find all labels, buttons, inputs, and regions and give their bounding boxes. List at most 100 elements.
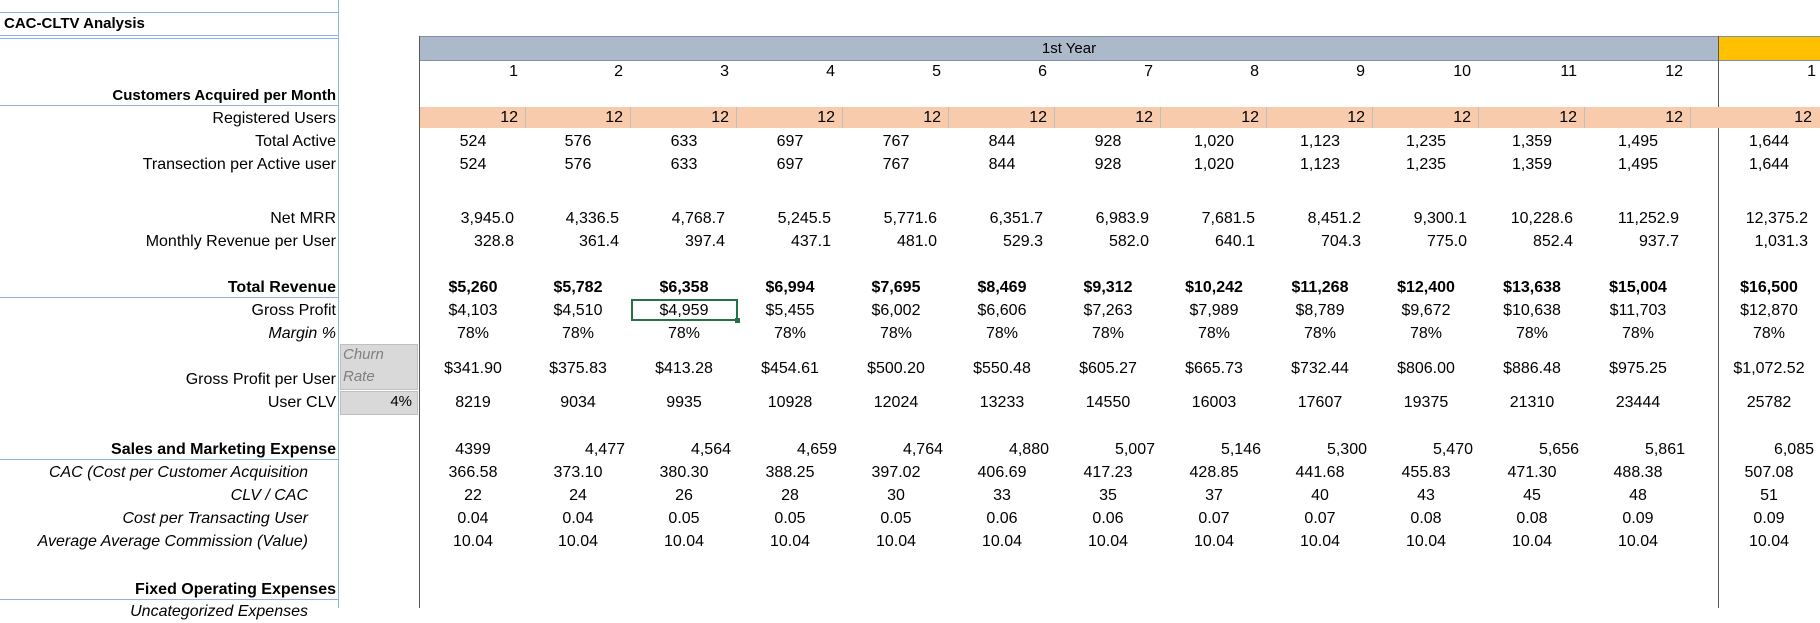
registered-users-cell[interactable]: 12 [817, 109, 835, 126]
margin-cell[interactable]: 78% [1621, 325, 1655, 342]
margin-cell[interactable]: 78% [1091, 325, 1125, 342]
net-mrr-cell[interactable]: 6,983.9 [1095, 210, 1149, 227]
monthly-revenue-per-user-cell[interactable]: 1,031.3 [1754, 233, 1808, 250]
clv-cac-cell[interactable]: 51 [1760, 487, 1778, 504]
margin-cell[interactable]: 78% [1303, 325, 1337, 342]
transactions-per-user-cell[interactable]: 1,235 [1405, 156, 1447, 173]
cost-per-transacting-user-cell[interactable]: 0.09 [1622, 510, 1654, 527]
clv-cac-cell[interactable]: 40 [1311, 487, 1329, 504]
total-active-cell[interactable]: 633 [670, 133, 698, 150]
sales-marketing-cell[interactable]: 5,470 [1432, 441, 1473, 458]
total-revenue-cell[interactable]: $12,400 [1397, 279, 1455, 296]
selected-cell[interactable] [631, 299, 738, 321]
margin-cell[interactable]: 78% [985, 325, 1019, 342]
sales-marketing-cell[interactable]: 5,656 [1538, 441, 1579, 458]
total-revenue-cell[interactable]: $11,268 [1291, 279, 1349, 296]
total-active-cell[interactable]: 844 [988, 133, 1016, 150]
net-mrr-cell[interactable]: 8,451.2 [1307, 210, 1361, 227]
sales-marketing-cell[interactable]: 4,880 [1008, 441, 1049, 458]
period-header[interactable]: 8 [1250, 63, 1259, 80]
margin-cell[interactable]: 78% [456, 325, 490, 342]
gross-profit-per-user-cell[interactable]: $732.44 [1291, 360, 1349, 377]
clv-cac-cell[interactable]: 48 [1629, 487, 1647, 504]
margin-cell[interactable]: 78% [1752, 325, 1786, 342]
transactions-per-user-cell[interactable]: 524 [459, 156, 487, 173]
registered-users-cell[interactable]: 12 [711, 109, 729, 126]
cac-cell[interactable]: 507.08 [1744, 464, 1794, 481]
total-revenue-cell[interactable]: $13,638 [1503, 279, 1561, 296]
total-revenue-cell[interactable]: $8,469 [977, 279, 1027, 296]
gross-profit-per-user-cell[interactable]: $665.73 [1185, 360, 1243, 377]
cost-per-transacting-user-cell[interactable]: 0.08 [1516, 510, 1548, 527]
gross-profit-cell[interactable]: $5,455 [765, 302, 815, 319]
total-revenue-cell[interactable]: $16,500 [1740, 279, 1798, 296]
total-active-cell[interactable]: 1,495 [1617, 133, 1659, 150]
clv-cac-cell[interactable]: 24 [569, 487, 587, 504]
gross-profit-cell[interactable]: $7,989 [1189, 302, 1239, 319]
total-active-cell[interactable]: 928 [1094, 133, 1122, 150]
avg-commission-cell[interactable]: 10.04 [557, 533, 599, 550]
sales-marketing-cell[interactable]: 4,564 [690, 441, 731, 458]
transactions-per-user-cell[interactable]: 1,644 [1748, 156, 1790, 173]
cac-cell[interactable]: 455.83 [1401, 464, 1451, 481]
user-clv-cell[interactable]: 10928 [767, 394, 813, 411]
cac-cell[interactable]: 397.02 [871, 464, 921, 481]
gross-profit-per-user-cell[interactable]: $975.25 [1609, 360, 1667, 377]
period-header[interactable]: 2 [614, 63, 623, 80]
period-header[interactable]: 9 [1356, 63, 1365, 80]
period-header[interactable]: 5 [932, 63, 941, 80]
cac-cell[interactable]: 380.30 [659, 464, 709, 481]
registered-users-cell[interactable]: 12 [1347, 109, 1365, 126]
monthly-revenue-per-user-cell[interactable]: 361.4 [578, 233, 619, 250]
cost-per-transacting-user-cell[interactable]: 0.08 [1410, 510, 1442, 527]
net-mrr-cell[interactable]: 5,245.5 [777, 210, 831, 227]
net-mrr-cell[interactable]: 11,252.9 [1617, 210, 1679, 227]
cost-per-transacting-user-cell[interactable]: 0.09 [1753, 510, 1785, 527]
total-active-cell[interactable]: 1,359 [1511, 133, 1553, 150]
cac-cell[interactable]: 417.23 [1083, 464, 1133, 481]
churn-value-cell[interactable] [340, 391, 418, 415]
cac-cell[interactable]: 428.85 [1189, 464, 1239, 481]
gross-profit-per-user-cell[interactable]: $550.48 [973, 360, 1031, 377]
cost-per-transacting-user-cell[interactable]: 0.04 [562, 510, 594, 527]
total-revenue-cell[interactable]: $7,695 [871, 279, 921, 296]
margin-cell[interactable]: 78% [879, 325, 913, 342]
avg-commission-cell[interactable]: 10.04 [1299, 533, 1341, 550]
sales-marketing-cell[interactable]: 5,861 [1644, 441, 1685, 458]
user-clv-cell[interactable]: 19375 [1403, 394, 1449, 411]
cost-per-transacting-user-cell[interactable]: 0.06 [986, 510, 1018, 527]
avg-commission-cell[interactable]: 10.04 [1748, 533, 1790, 550]
transactions-per-user-cell[interactable]: 576 [564, 156, 592, 173]
gross-profit-cell[interactable]: $10,638 [1503, 302, 1561, 319]
monthly-revenue-per-user-cell[interactable]: 582.0 [1108, 233, 1149, 250]
transactions-per-user-cell[interactable]: 928 [1094, 156, 1122, 173]
sales-marketing-cell[interactable]: 5,007 [1114, 441, 1155, 458]
net-mrr-cell[interactable]: 5,771.6 [883, 210, 937, 227]
registered-users-cell[interactable]: 12 [1029, 109, 1047, 126]
clv-cac-cell[interactable]: 30 [887, 487, 905, 504]
cost-per-transacting-user-cell[interactable]: 0.04 [457, 510, 489, 527]
net-mrr-cell[interactable]: 9,300.1 [1413, 210, 1467, 227]
cac-cell[interactable]: 373.10 [553, 464, 603, 481]
clv-cac-cell[interactable]: 35 [1099, 487, 1117, 504]
total-active-cell[interactable]: 1,123 [1299, 133, 1341, 150]
clv-cac-cell[interactable]: 45 [1523, 487, 1541, 504]
gross-profit-cell[interactable]: $9,672 [1401, 302, 1451, 319]
gross-profit-cell[interactable]: $7,263 [1083, 302, 1133, 319]
net-mrr-cell[interactable]: 7,681.5 [1201, 210, 1255, 227]
total-active-cell[interactable]: 767 [882, 133, 910, 150]
cost-per-transacting-user-cell[interactable]: 0.05 [774, 510, 806, 527]
avg-commission-cell[interactable]: 10.04 [1511, 533, 1553, 550]
margin-cell[interactable]: 78% [561, 325, 595, 342]
gross-profit-cell[interactable]: $4,959 [659, 302, 709, 319]
gross-profit-per-user-cell[interactable]: $341.90 [444, 360, 502, 377]
total-active-cell[interactable]: 1,644 [1748, 133, 1790, 150]
period-header[interactable]: 11 [1560, 63, 1577, 80]
gross-profit-cell[interactable]: $4,103 [448, 302, 498, 319]
margin-cell[interactable]: 78% [1197, 325, 1231, 342]
cac-cell[interactable]: 471.30 [1507, 464, 1557, 481]
gross-profit-cell[interactable]: $12,870 [1740, 302, 1798, 319]
period-header[interactable]: 1 [1807, 63, 1816, 80]
period-header[interactable]: 12 [1665, 63, 1683, 80]
clv-cac-cell[interactable]: 26 [675, 487, 693, 504]
